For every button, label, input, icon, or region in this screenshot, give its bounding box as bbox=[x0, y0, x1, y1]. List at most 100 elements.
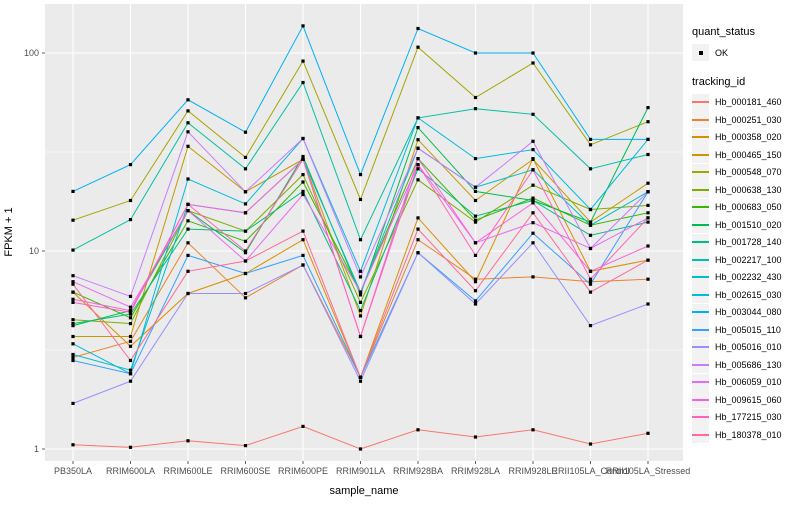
data-point bbox=[301, 173, 305, 177]
series-color-line-icon bbox=[692, 433, 709, 436]
data-point bbox=[71, 355, 75, 359]
data-point bbox=[243, 211, 248, 215]
data-point bbox=[531, 112, 535, 116]
x-tick-label: RRIM600LE bbox=[163, 466, 212, 476]
data-point bbox=[531, 139, 535, 143]
data-point bbox=[531, 231, 535, 235]
x-tick-label: RRII105LA_Stressed bbox=[606, 466, 691, 476]
legend-key bbox=[692, 426, 709, 444]
data-point bbox=[588, 207, 593, 212]
data-point bbox=[646, 181, 650, 185]
series-color-line-icon bbox=[692, 363, 709, 366]
data-point bbox=[646, 152, 650, 157]
data-point bbox=[128, 312, 133, 316]
data-point bbox=[128, 445, 133, 449]
data-point bbox=[588, 167, 593, 171]
data-point bbox=[301, 189, 305, 193]
data-point bbox=[531, 61, 535, 65]
data-point bbox=[71, 189, 75, 193]
data-point bbox=[588, 246, 593, 251]
data-point bbox=[301, 192, 305, 197]
legend-tracking-items: Hb_000181_460 Hb_000251_030 Hb_000358_020 H… bbox=[692, 93, 798, 444]
legend-key bbox=[692, 268, 709, 286]
data-point bbox=[588, 290, 593, 294]
legend-key bbox=[692, 356, 709, 374]
data-point bbox=[416, 116, 420, 120]
data-point bbox=[473, 253, 478, 257]
legend-item-Hb_009615_060: Hb_009615_060 bbox=[692, 391, 798, 409]
data-point bbox=[71, 401, 75, 405]
data-point bbox=[128, 198, 133, 203]
legend-key bbox=[692, 93, 709, 111]
y-tick-label: 1 bbox=[34, 444, 39, 454]
legend-item-label: Hb_005686_130 bbox=[715, 359, 782, 370]
data-point bbox=[243, 202, 248, 206]
legend-item-label: Hb_006059_010 bbox=[715, 377, 782, 388]
data-point bbox=[128, 305, 133, 309]
data-point bbox=[531, 51, 535, 55]
data-point bbox=[416, 146, 420, 150]
data-point bbox=[473, 189, 478, 193]
data-point bbox=[416, 428, 420, 432]
legend-item-label: Hb_177215_030 bbox=[715, 412, 782, 423]
data-point bbox=[473, 302, 478, 306]
x-tick-label: RRII105LA_Control bbox=[551, 466, 629, 476]
data-point bbox=[416, 126, 420, 130]
data-point bbox=[416, 227, 420, 231]
data-point bbox=[588, 143, 593, 147]
data-point bbox=[473, 218, 478, 222]
data-point bbox=[71, 358, 75, 363]
data-point bbox=[416, 163, 420, 167]
data-point bbox=[473, 289, 478, 293]
data-point bbox=[186, 291, 190, 296]
data-point bbox=[301, 136, 305, 141]
data-point bbox=[128, 310, 133, 314]
data-point bbox=[243, 190, 248, 194]
data-point bbox=[128, 339, 133, 343]
legend: quant_status OK tracking_id Hb_000181_46… bbox=[692, 26, 798, 458]
data-point bbox=[71, 352, 75, 357]
legend-quant-status: quant_status OK bbox=[692, 26, 798, 62]
legend-item-Hb_001728_140: Hb_001728_140 bbox=[692, 233, 798, 252]
legend-key bbox=[692, 303, 709, 321]
data-point bbox=[243, 271, 248, 276]
data-point bbox=[301, 24, 305, 28]
series-color-line-icon bbox=[692, 276, 709, 279]
legend-tracking-id: tracking_id Hb_000181_460 Hb_000251_030 Hb… bbox=[692, 76, 798, 444]
data-point bbox=[531, 168, 535, 172]
data-point bbox=[358, 314, 363, 318]
data-point bbox=[243, 251, 248, 255]
data-point bbox=[646, 302, 650, 306]
legend-item-Hb_001510_020: Hb_001510_020 bbox=[692, 216, 798, 234]
data-point bbox=[128, 322, 133, 326]
y-tick-label: 100 bbox=[24, 48, 39, 58]
data-point bbox=[473, 220, 478, 224]
legend-key bbox=[692, 373, 709, 391]
data-point bbox=[646, 203, 650, 207]
legend-item-ok: OK bbox=[692, 44, 798, 62]
data-point bbox=[243, 155, 248, 159]
data-point bbox=[71, 274, 75, 278]
data-point bbox=[186, 269, 190, 273]
data-point bbox=[358, 275, 363, 279]
series-color-line-icon bbox=[692, 206, 709, 209]
legend-key bbox=[692, 216, 709, 234]
legend-item-Hb_000548_070: Hb_000548_070 bbox=[692, 163, 798, 182]
data-point bbox=[243, 229, 248, 233]
data-point bbox=[588, 324, 593, 328]
legend-key bbox=[692, 391, 709, 409]
data-point bbox=[646, 216, 650, 220]
data-point bbox=[531, 211, 535, 215]
legend-item-Hb_000251_030: Hb_000251_030 bbox=[692, 111, 798, 129]
legend-item-label: Hb_000181_460 bbox=[715, 97, 782, 108]
y-tick-label: 10 bbox=[29, 246, 39, 256]
data-point bbox=[416, 216, 420, 220]
data-point bbox=[186, 209, 190, 213]
data-point bbox=[473, 277, 478, 281]
data-point bbox=[301, 80, 305, 85]
data-point bbox=[128, 358, 133, 363]
x-tick-label: RRIM600PE bbox=[278, 466, 328, 476]
data-point bbox=[71, 318, 75, 322]
legend-item-label: Hb_000251_030 bbox=[715, 114, 782, 125]
data-point bbox=[128, 316, 133, 320]
